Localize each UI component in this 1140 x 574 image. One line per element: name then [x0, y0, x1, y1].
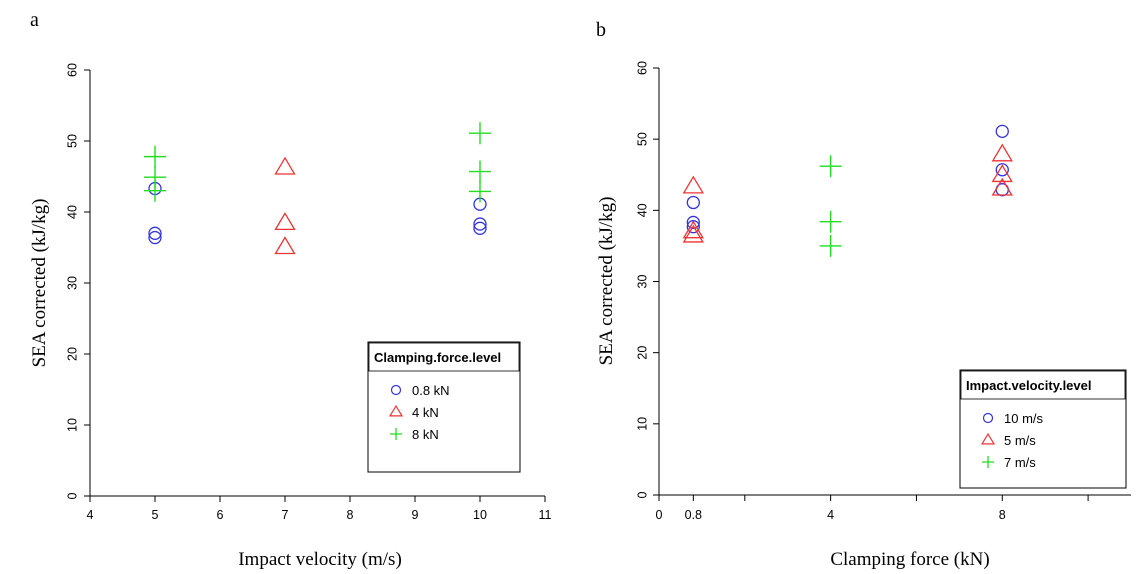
panel-b-s1-point-4: [991, 164, 1013, 183]
panel-b-x-tick-label-5: 8: [999, 508, 1006, 522]
panel-b-y-tick-label-2: 20: [635, 346, 649, 360]
panel-a-s1-point-0: [274, 156, 296, 175]
panel-b-s0-point-4: [995, 163, 1009, 177]
panel-b-s2-point-0: [819, 155, 842, 178]
panel-a-s0-point-2: [148, 230, 162, 245]
panel-a-y-tick-label-5: 50: [65, 134, 79, 148]
panel-a-x-tick-label-2: 6: [217, 508, 224, 522]
panel-b-s1-point-0: [682, 175, 704, 194]
panel-b-x-tick-label-0: 0: [656, 508, 663, 522]
panel-a: a 4 5 6 7 8 9 10 11 0 10 20 30 40 50 60 Impact velocity …: [29, 9, 552, 570]
panel-a-x-tick-label-4: 8: [347, 508, 354, 522]
panel-a-s0-point-1: [148, 226, 162, 240]
panel-a-y-tick-label-0: 0: [65, 492, 79, 499]
panel-a-y-axis-title: SEA corrected (kJ/kg): [29, 199, 50, 368]
panel-b-y-tick-label-1: 10: [635, 417, 649, 431]
panel-b-s0-point-0: [686, 195, 700, 210]
panel-a-s1-point-1: [274, 212, 296, 231]
panel-b-y-tick-label-5: 50: [635, 132, 649, 146]
panel-b-legend: Impact.velocity.level 10 m/s 5 m/s 7 m/s: [959, 369, 1127, 489]
panel-b-series-2: [819, 155, 842, 257]
panel-b-series-1: [682, 143, 1013, 243]
panel-b-legend-entry-0: 10 m/s: [1004, 411, 1044, 426]
panel-a-y-tick-label-4: 40: [65, 205, 79, 219]
panel-b-legend-entry-1: 5 m/s: [1004, 433, 1036, 448]
panel-a-legend: Clamping.force.level 0.8 kN 4 kN 8 kN: [367, 341, 521, 473]
panel-a-s2-point-2: [144, 179, 166, 202]
panel-b-y-tick-label-3: 30: [635, 275, 649, 289]
panel-a-series-2: [144, 122, 491, 203]
panel-b-s1-point-3: [991, 143, 1013, 162]
panel-b-s0-point-3: [995, 124, 1009, 138]
panel-a-y-tick-label-6: 60: [65, 63, 79, 77]
panel-a-series-1: [274, 156, 296, 255]
panel-a-legend-entry-2: 8 kN: [412, 427, 439, 442]
panel-b-x-tick-label-3: 4: [827, 508, 834, 522]
panel-b-legend-marker-1: [980, 432, 996, 445]
panel-a-s0-point-5: [473, 221, 487, 235]
panel-a-x-tick-label-0: 4: [87, 508, 94, 522]
panel-a-x-tick-label-3: 7: [282, 508, 289, 522]
panel-a-s2-point-4: [469, 160, 491, 183]
panel-a-legend-entry-0: 0.8 kN: [412, 383, 450, 398]
panel-a-legend-marker-2: [390, 428, 402, 440]
panel-b-legend-entry-2: 7 m/s: [1004, 455, 1036, 470]
panel-a-legend-title: Clamping.force.level: [374, 350, 501, 365]
panel-a-legend-title-box: [368, 342, 520, 372]
panel-a-s2-point-5: [469, 180, 491, 203]
panel-b-legend-marker-2: [982, 456, 994, 468]
panel-a-s2-point-0: [144, 145, 166, 168]
panel-b-x-tick-label-1: 0.8: [685, 508, 702, 522]
panel-a-legend-entry-1: 4 kN: [412, 405, 439, 420]
panel-a-x-axis-title: Impact velocity (m/s): [238, 549, 402, 570]
panel-a-s1-point-2: [274, 236, 296, 255]
panel-a-x-tick-label-5: 9: [412, 508, 419, 522]
panel-a-legend-marker-0: [390, 384, 402, 396]
panel-b-s0-point-1: [686, 215, 700, 230]
panel-b-s2-point-2: [819, 234, 842, 257]
panel-b-s1-point-1: [682, 220, 704, 239]
panel-a-s2-point-3: [469, 122, 491, 145]
panel-a-y-tick-label-3: 30: [65, 276, 79, 290]
panel-a-legend-marker-1: [388, 404, 404, 417]
panel-b-legend-title: Impact.velocity.level: [966, 378, 1092, 393]
panel-a-y-tick-label-1: 10: [65, 418, 79, 432]
panel-a-series-0: [148, 181, 487, 245]
panel-a-label: a: [30, 9, 39, 31]
panel-b-legend-marker-0: [982, 412, 994, 424]
panel-b-series-0: [686, 124, 1009, 234]
panel-a-x-tick-label-7: 11: [539, 508, 552, 522]
panel-a-y-tick-label-2: 20: [65, 347, 79, 361]
panel-a-s0-point-4: [473, 217, 487, 231]
panel-b-legend-title-box: [960, 370, 1126, 400]
panel-a-x-tick-label-1: 5: [152, 508, 159, 522]
panel-b-label: b: [596, 19, 606, 41]
panel-b-x-axis-title: Clamping force (kN): [830, 549, 989, 570]
panel-a-x-tick-label-6: 10: [473, 508, 487, 522]
panel-b-s1-point-5: [991, 177, 1013, 196]
panel-b-s1-point-2: [682, 224, 704, 243]
panel-b-s2-point-1: [819, 210, 842, 233]
panel-b-y-tick-label-6: 60: [635, 61, 649, 75]
panel-b-y-tick-label-0: 0: [635, 491, 649, 498]
panel-b: b 0 0.8 4 8 0 10 20 30 40 50 60 Clamping force (kN) S…: [596, 19, 1131, 570]
panel-b-y-axis-title: SEA corrected (kJ/kg): [596, 197, 617, 366]
panel-b-y-tick-label-4: 40: [635, 203, 649, 217]
